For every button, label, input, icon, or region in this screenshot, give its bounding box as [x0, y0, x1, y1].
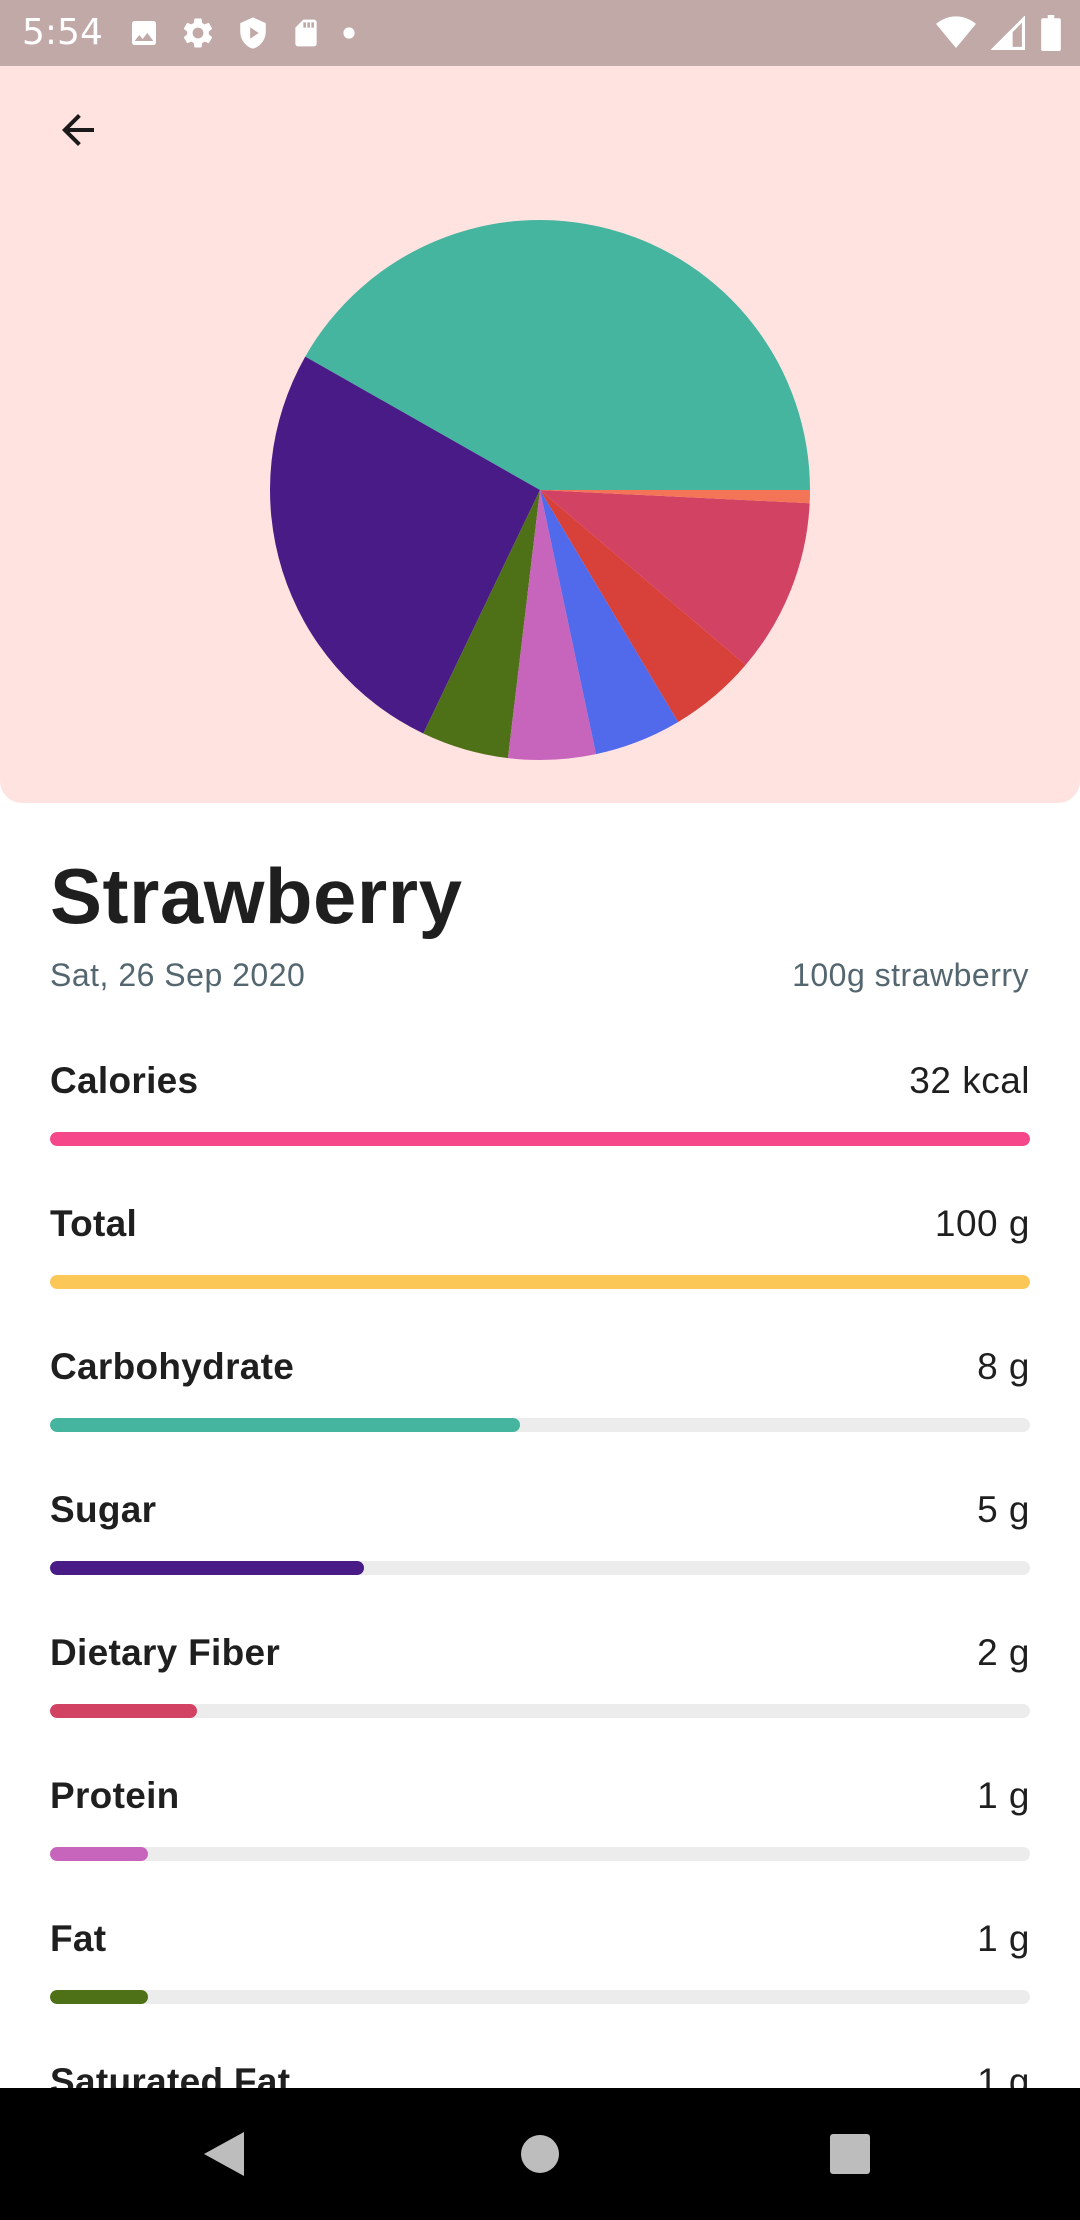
dot-icon	[343, 27, 355, 39]
serving-size: 100g strawberry	[792, 957, 1029, 993]
status-bar: 5:54	[0, 0, 1080, 66]
pie-slice-7	[540, 490, 810, 504]
nutrient-label: Sugar	[50, 1489, 157, 1530]
pie-slice-6	[540, 490, 810, 666]
nutrient-value: 100 g	[934, 1203, 1030, 1244]
nutrient-pie-chart	[270, 220, 810, 760]
nutrient-row: Sugar 5 g	[50, 1484, 1030, 1627]
pie-slice-2	[423, 490, 540, 759]
nutrient-list: Calories 32 kcal Total 100 g Carbohydrate 8 g…	[50, 1055, 1030, 2088]
nutrient-progress-bar	[50, 1847, 1030, 1861]
entry-date: Sat, 26 Sep 2020	[50, 957, 306, 993]
image-icon	[132, 21, 156, 45]
nutrient-progress-bar	[50, 1132, 1030, 1146]
nutrient-value: 2 g	[977, 1632, 1030, 1673]
nutrient-value: 1 g	[977, 1775, 1030, 1816]
nutrient-row: Total 100 g	[50, 1198, 1030, 1341]
nutrient-progress-fill	[50, 1990, 148, 2004]
nutrient-label: Saturated Fat	[50, 2061, 291, 2088]
wifi-icon	[936, 16, 976, 48]
header	[0, 66, 1080, 803]
nutrient-progress-bar	[50, 1275, 1030, 1289]
nutrient-label: Dietary Fiber	[50, 1632, 281, 1673]
nutrient-value: 1 g	[977, 1918, 1030, 1959]
nutrient-row: Carbohydrate 8 g	[50, 1341, 1030, 1484]
pie-slice-0	[305, 220, 810, 490]
arrow-left-icon	[62, 114, 94, 146]
nutrient-row: Protein 1 g	[50, 1770, 1030, 1913]
navigation-bar	[0, 2088, 1080, 2220]
nutrient-label: Calories	[50, 1060, 199, 1101]
nutrient-label: Fat	[50, 1918, 107, 1959]
nav-back-icon[interactable]	[202, 2130, 246, 2178]
nutrient-row: Dietary Fiber 2 g	[50, 1627, 1030, 1770]
status-time: 5:54	[22, 12, 103, 53]
pie-slice-5	[540, 490, 746, 722]
nutrient-progress-bar	[50, 1418, 1030, 1432]
sd-card-icon	[295, 19, 317, 47]
nutrient-progress-fill	[50, 1418, 521, 1432]
back-button[interactable]	[40, 92, 116, 168]
nutrient-row: Fat 1 g	[50, 1913, 1030, 2056]
pie-slice-4	[540, 490, 679, 755]
nutrient-row: Saturated Fat 1 g	[50, 2056, 1030, 2088]
nutrient-progress-fill	[50, 1847, 148, 1861]
nutrient-progress-fill	[50, 1132, 1030, 1146]
nutrient-label: Protein	[50, 1775, 180, 1816]
nutrient-progress-bar	[50, 1990, 1030, 2004]
nav-home-icon[interactable]	[520, 2134, 560, 2174]
food-name: Strawberry	[50, 852, 463, 940]
nutrient-progress-bar	[50, 1561, 1030, 1575]
nutrient-value: 8 g	[977, 1346, 1030, 1387]
nutrient-value: 5 g	[977, 1489, 1030, 1530]
nutrient-label: Carbohydrate	[50, 1346, 295, 1387]
nutrient-value: 32 kcal	[909, 1060, 1030, 1101]
pie-slice-1	[270, 356, 540, 734]
status-left-icons	[128, 14, 356, 52]
gear-icon	[183, 18, 213, 48]
nutrient-label: Total	[50, 1203, 138, 1244]
nutrient-progress-bar	[50, 1704, 1030, 1718]
pie-slice-3	[507, 490, 597, 760]
nutrient-progress-fill	[50, 1561, 364, 1575]
battery-icon	[1041, 15, 1061, 51]
nutrient-row: Calories 32 kcal	[50, 1055, 1030, 1198]
nutrient-value: 1 g	[977, 2061, 1030, 2088]
nav-recents-icon[interactable]	[829, 2133, 871, 2175]
status-right-icons	[936, 14, 1062, 52]
nutrient-progress-fill	[50, 1275, 1030, 1289]
signal-icon	[990, 16, 1025, 50]
shield-icon	[240, 17, 266, 49]
nutrient-progress-fill	[50, 1704, 197, 1718]
